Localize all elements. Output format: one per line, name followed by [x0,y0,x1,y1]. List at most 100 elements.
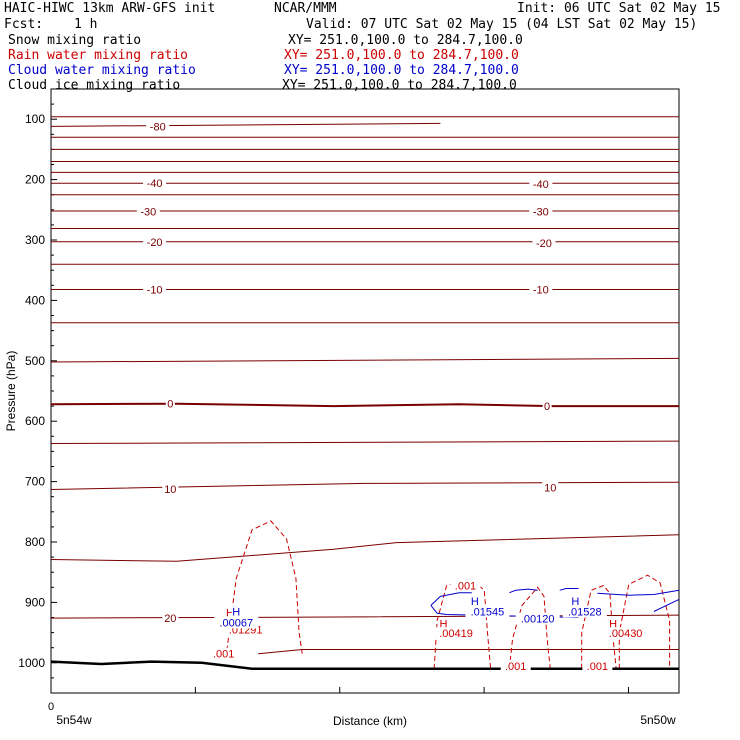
isotherm-label: 10 [164,484,176,496]
rain-contour-label: .00419 [439,628,473,640]
rain-contour-label-bg [608,617,618,630]
cloud-water-label-bg [231,605,241,618]
cloud-water-label-bg [570,595,580,608]
legend-snow-name: Snow mixing ratio [8,33,142,48]
isotherm-line [258,649,679,655]
rain-contour-line [618,574,671,669]
rain-contour-label: .001 [587,661,608,673]
isotherm-label: 10 [544,483,556,495]
cloud-water-label: .01528 [568,606,602,618]
isotherm-label-bg [529,205,553,218]
y-tick-label: 800 [25,535,45,549]
rain-contour-line [226,520,303,654]
rain-contour-label-bg [434,627,479,640]
x-right-label: 5n50w [640,713,676,727]
isotherm-label: -30 [140,207,156,219]
isotherm-label-bg [162,612,179,625]
y-tick-label: 500 [25,354,45,368]
x-tick-zero: 0 [48,701,54,713]
terrain-surface-line [50,660,679,671]
cloud-water-label: .00067 [219,617,253,629]
isotherm-label-bg [165,397,175,410]
isotherm-line [50,481,680,490]
rain-contour-label: .001 [213,649,234,661]
cloud-water-label: H [232,606,240,618]
y-tick-label: 200 [25,173,45,187]
forecast-value: 1 h [74,17,98,32]
rain-contour-line [433,578,492,669]
y-tick-label: 100 [25,112,45,126]
isotherm-label: -40 [533,179,549,191]
cloud-water-label-bg [562,605,607,618]
terrain-line [50,660,679,671]
isotherm-label: -10 [147,285,163,297]
isotherm-label-bg [143,177,167,190]
isotherm-label-bg [542,400,552,413]
legend-cloud-water-name: Cloud water mixing ratio [8,63,196,78]
rain-contour-label-bg [439,617,448,630]
contour-labels: -80 -40 -40 -30 -30 -20 -20 -10 -10 0 0 10 10 20 .001.… [136,120,648,673]
isotherm-label: -40 [147,178,163,190]
isotherm-label: 0 [544,401,550,413]
y-tick-label: 300 [25,233,45,247]
rain-contour-label: H [440,619,448,631]
cloud-water-contour-line [430,592,472,606]
cloud-water-contour-line [559,588,579,591]
rain-contour-label-bg [582,659,613,672]
isotherm-line [50,534,680,562]
rain-contour-line [508,586,551,669]
isotherm-label: -20 [147,237,163,249]
isotherm-line [50,122,441,127]
rain-contour-label-bg [450,579,481,592]
rain-contour-label-bg [208,647,239,660]
isotherm-label: 20 [164,613,176,625]
chart-title: HAIC-HIWC 13km ARW-GFS init [4,1,216,16]
isotherm-line [50,440,680,444]
legend-cloud-water-xy: XY= 251.0,100.0 to 284.7,100.0 [284,63,519,78]
init-time: Init: 06 UTC Sat 02 May 15 [517,1,721,16]
cloud-water-contour-line [597,589,680,596]
rain-contour-label: H [609,619,617,631]
isotherm-label: -30 [533,207,549,219]
isotherm-label-bg [136,205,160,218]
isotherm-line [50,357,680,363]
y-axis-label: Pressure (hPa) [4,351,18,432]
cloud-water-label: .01545 [471,606,505,618]
isotherm-label-bg [542,481,559,494]
cloud-water-contour-line [653,598,680,612]
rain-contour-label: .001 [455,580,476,592]
cloud-water-label-bg [515,612,560,625]
cloud-water-label: H [571,596,579,608]
cloud-water-label-bg [470,595,480,608]
rain-contour-label: H [226,608,234,620]
rain-contour-label-bg [603,627,648,640]
x-axis-label: Distance (km) [333,714,407,728]
isotherm-label: -20 [536,238,552,250]
cloud-water-contour-line [509,588,538,594]
rain-contour-label-bg [225,606,235,619]
rain-contour-label-bg [500,659,531,672]
y-tick-label: 1000 [18,656,45,670]
isotherm-label-bg [146,120,170,133]
valid-time: Valid: 07 UTC Sat 02 May 15 (04 LST Sat … [306,17,698,32]
cloud-water-label-bg [214,616,259,629]
y-tick-label: 900 [25,595,45,609]
legend-snow-xy: XY= 251.0,100.0 to 284.7,100.0 [288,33,523,48]
isotherm-contours [50,116,680,655]
cloud-water-label-bg [465,605,510,618]
isotherm-line [50,402,679,408]
y-tick-label: 600 [25,414,45,428]
forecast-label: Fcst: [4,17,44,32]
center-label: NCAR/MMM [274,1,337,16]
x-left-label: 5n54w [56,713,92,727]
cloud-water-label: H [471,596,479,608]
rain-contour-label: .001 [505,661,526,673]
y-tick-label: 700 [25,475,45,489]
isotherm-label-bg [529,177,553,190]
legend-rain-name: Rain water mixing ratio [8,48,189,63]
isotherm-label-bg [143,235,167,248]
isotherm-label: 0 [167,399,173,411]
legend-rain-xy: XY= 251.0,100.0 to 284.7,100.0 [284,48,519,63]
